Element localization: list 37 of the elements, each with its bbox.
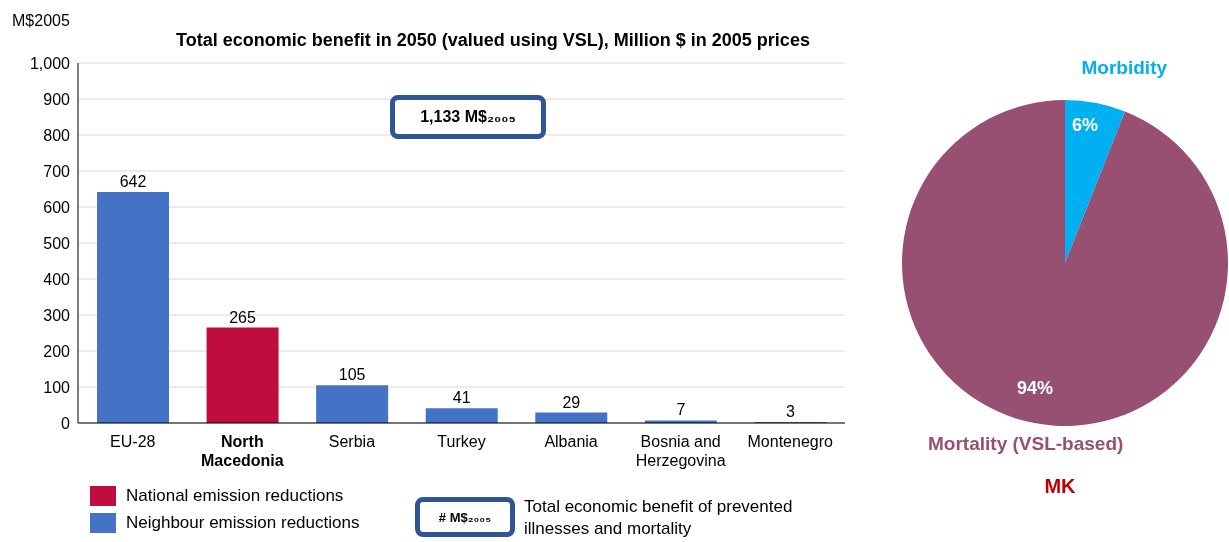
y-tick-label: 300 [43, 306, 71, 324]
y-tick-label: 700 [43, 162, 71, 180]
data-label: 642 [119, 172, 147, 190]
callout-box: 1,133 M$₂₀₀₅ [390, 95, 546, 139]
y-tick-label: 400 [43, 270, 71, 288]
y-tick-label: 500 [43, 234, 71, 252]
x-tick-label: Bosnia and Herzegovina [635, 433, 726, 469]
x-tick-label: Montenegro [747, 433, 834, 450]
data-label: 29 [562, 393, 581, 411]
data-label: 265 [229, 308, 257, 326]
x-tick-label: Serbia [328, 433, 376, 450]
x-tick-label: EU-28 [110, 433, 156, 450]
data-label: 3 [785, 402, 795, 420]
y-tick-label: 1,000 [29, 54, 71, 72]
x-tick-label: Albania [544, 433, 598, 450]
y-tick-label: 100 [43, 378, 71, 396]
slice-label: Morbidity [1081, 57, 1168, 79]
legend-label: National emission reductions [126, 485, 344, 506]
chart-title: Total economic benefit in 2050 (valued using VSL), Million $ in 2005 prices [175, 30, 811, 51]
y-axis-title: M$2005 [12, 12, 70, 30]
x-tick-label: Turkey [437, 433, 486, 450]
data-label: 94% [1016, 378, 1053, 399]
y-tick-label: 0 [61, 414, 71, 432]
legend-label: Neighbour emission reductions [126, 512, 360, 533]
data-label: 41 [452, 389, 471, 407]
y-tick-label: 900 [43, 90, 71, 108]
y-tick-label: 200 [43, 342, 71, 360]
text: MK [1043, 475, 1077, 498]
slice-label: Mortality (VSL-based) [928, 432, 1124, 454]
data-label: 6% [1072, 115, 1099, 136]
data-label: 105 [338, 366, 366, 384]
x-tick-label: North Macedonia [201, 433, 284, 469]
y-tick-label: 800 [43, 126, 71, 144]
y-tick-label: 600 [43, 198, 71, 216]
text: Total economic benefit of prevented illnesses and mortality [524, 496, 794, 540]
data-label: 7 [676, 401, 686, 419]
text: # M$₂₀₀₅ [415, 497, 515, 537]
